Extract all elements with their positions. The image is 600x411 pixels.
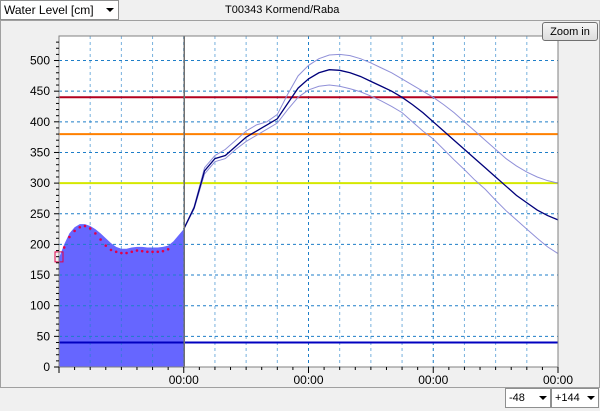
observed-point (156, 250, 160, 254)
observed-point (166, 248, 170, 251)
forecast-line (183, 69, 559, 230)
parameter-select[interactable]: Water Level [cm] (0, 0, 119, 20)
observed-point (73, 229, 76, 233)
x-tick-time-label: 00:00 (543, 373, 573, 387)
x-tick-time-label: 00:00 (418, 373, 448, 387)
range-back-value: -48 (509, 392, 525, 404)
chevron-down-icon (102, 1, 118, 19)
water-level-chart: 05010015020025030035040045050000:002014-… (0, 20, 600, 388)
observed-point (104, 244, 108, 247)
observed-point (78, 225, 82, 229)
band-upper-line (183, 53, 559, 230)
observed-point (135, 249, 139, 252)
y-tick-label: 400 (30, 115, 50, 129)
observed-point (109, 248, 113, 252)
observed-point (88, 227, 92, 230)
station-title: T00343 Kormend/Raba (225, 4, 340, 16)
parameter-select-value: Water Level [cm] (4, 3, 94, 17)
y-tick-label: 350 (30, 145, 50, 159)
range-forward-value: +144 (555, 392, 580, 404)
observed-point (83, 224, 87, 228)
observed-point (130, 250, 134, 254)
observed-point (99, 238, 102, 241)
y-tick-label: 0 (43, 360, 50, 374)
y-tick-label: 150 (30, 268, 50, 282)
observed-point (151, 250, 154, 254)
observed-point (68, 235, 71, 239)
observed-point (120, 251, 123, 255)
observed-point (125, 251, 128, 255)
range-forward-select[interactable]: +144 (551, 388, 599, 408)
y-tick-label: 500 (30, 54, 50, 68)
observed-point (140, 249, 144, 253)
observed-point (146, 250, 149, 254)
y-tick-label: 50 (37, 329, 51, 343)
x-tick-time-label: 00:00 (169, 373, 199, 387)
observed-point (161, 249, 165, 253)
observed-point (94, 232, 97, 235)
chevron-down-icon (584, 396, 598, 400)
chart-panel: 05010015020025030035040045050000:002014-… (0, 20, 600, 411)
range-back-select[interactable]: -48 (505, 388, 551, 408)
band-lower-line (183, 84, 559, 255)
x-tick-time-label: 00:00 (293, 373, 323, 387)
y-tick-label: 100 (30, 299, 50, 313)
observed-point (114, 250, 118, 254)
chevron-down-icon (536, 396, 550, 400)
observed-point (62, 246, 66, 249)
y-tick-label: 250 (30, 207, 50, 221)
y-tick-label: 300 (30, 176, 50, 190)
y-tick-label: 450 (30, 84, 50, 98)
y-tick-label: 200 (30, 237, 50, 251)
zoom-in-button[interactable]: Zoom in (542, 22, 598, 41)
